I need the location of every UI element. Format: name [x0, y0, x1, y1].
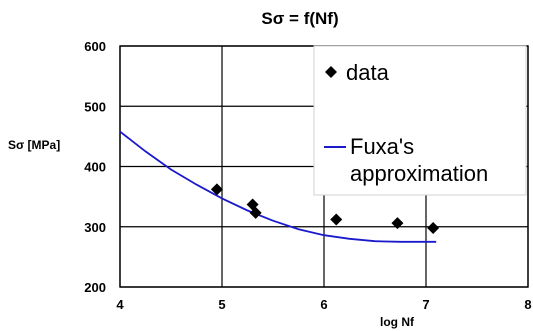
x-tick-label: 4 [116, 297, 124, 312]
y-axis-label: Sσ [MPa] [8, 138, 60, 152]
y-axis-ticks: 200 300 400 500 600 [84, 39, 106, 295]
chart-title: Sσ = f(Nf) [261, 9, 338, 28]
fit-line [119, 130, 437, 243]
legend-fit-label: Fuxa's approximation [350, 134, 488, 186]
x-axis-ticks: 4 5 6 7 8 [116, 297, 531, 312]
y-tick-label: 500 [84, 99, 106, 114]
data-point [210, 183, 223, 196]
legend-data-marker [325, 66, 337, 78]
y-tick-label: 300 [84, 220, 106, 235]
legend-fit-label-line-1: Fuxa's [350, 134, 414, 159]
y-tick-label: 400 [84, 160, 106, 175]
data-point [391, 217, 404, 230]
series-layer [119, 130, 440, 243]
x-tick-label: 8 [524, 297, 531, 312]
y-tick-label: 600 [84, 39, 106, 54]
x-axis-label: log Nf [380, 315, 415, 329]
x-tick-label: 5 [218, 297, 225, 312]
legend-fit-label-line-2: approximation [350, 161, 488, 186]
data-point [427, 221, 440, 234]
x-tick-label: 6 [320, 297, 327, 312]
x-tick-label: 7 [422, 297, 429, 312]
data-point [330, 213, 343, 226]
y-tick-label: 200 [84, 280, 106, 295]
legend-box [313, 45, 527, 196]
legend-data-label: data [346, 60, 390, 85]
legend: data Fuxa's approximation [313, 45, 527, 196]
data-point [249, 206, 262, 219]
